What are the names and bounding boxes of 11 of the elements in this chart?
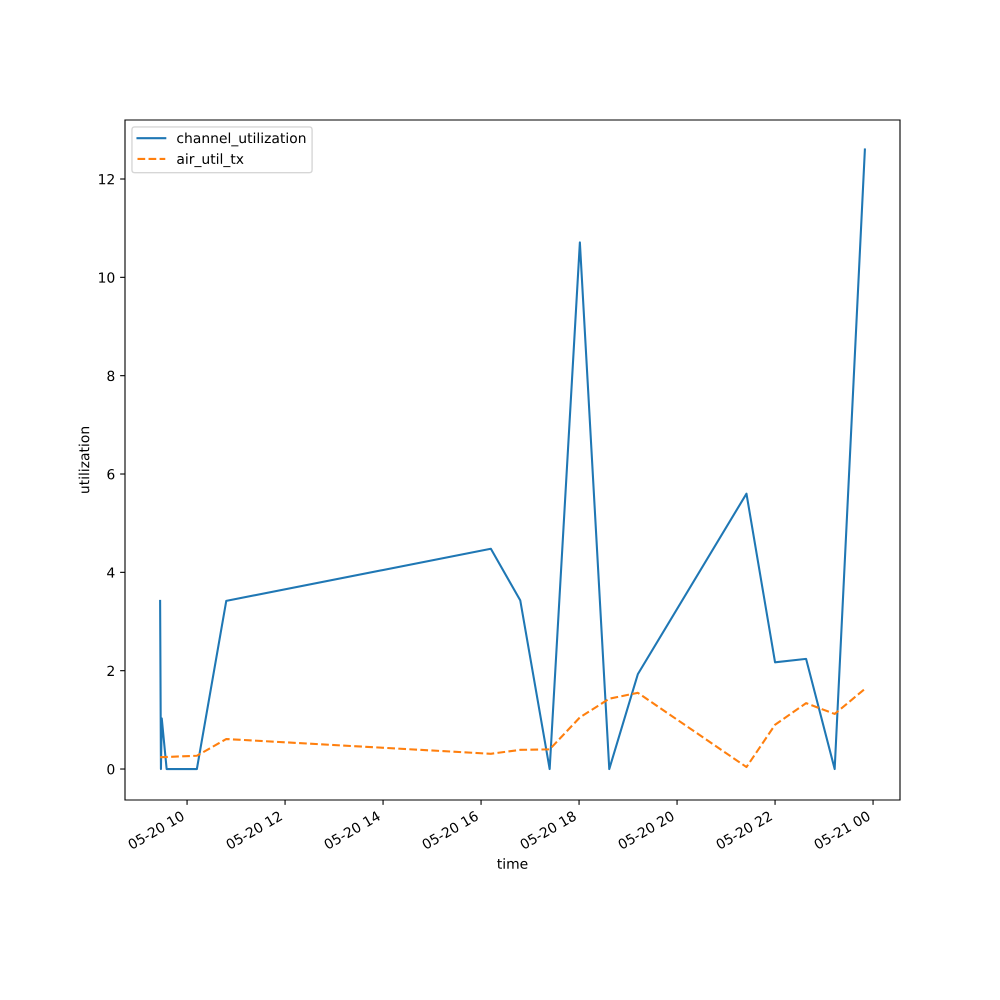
y-axis-title: utilization — [78, 427, 90, 493]
y-tick-label: 8 — [107, 370, 114, 382]
y-tick-label: 10 — [99, 272, 114, 283]
y-tick-label: 12 — [99, 174, 114, 184]
y-tick-label: 2 — [107, 666, 114, 676]
legend-label: air_util_tx — [177, 153, 244, 168]
legend-label: channel_utilization — [177, 132, 306, 146]
y-tick-label: 4 — [107, 568, 114, 578]
y-tick-label: 6 — [107, 468, 114, 480]
x-axis-title: time — [497, 858, 528, 869]
y-tick-label: 0 — [107, 764, 114, 774]
